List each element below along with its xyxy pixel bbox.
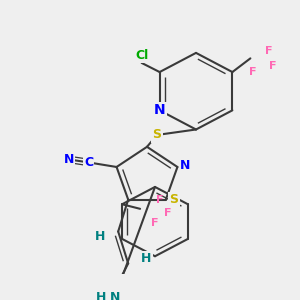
Text: S: S <box>152 128 161 142</box>
Text: F: F <box>268 61 276 71</box>
Text: H: H <box>141 252 152 266</box>
Text: F: F <box>151 218 159 227</box>
Text: N: N <box>63 153 74 166</box>
Text: Cl: Cl <box>135 49 148 62</box>
Text: F: F <box>156 195 164 205</box>
Text: S: S <box>169 193 178 206</box>
Text: F: F <box>164 208 172 218</box>
Text: C: C <box>84 156 93 169</box>
Text: N: N <box>110 291 120 300</box>
Text: H: H <box>96 291 106 300</box>
Text: N: N <box>154 103 165 117</box>
Text: N: N <box>180 159 190 172</box>
Text: H: H <box>95 230 105 243</box>
Text: F: F <box>265 46 272 56</box>
Text: F: F <box>249 67 256 77</box>
